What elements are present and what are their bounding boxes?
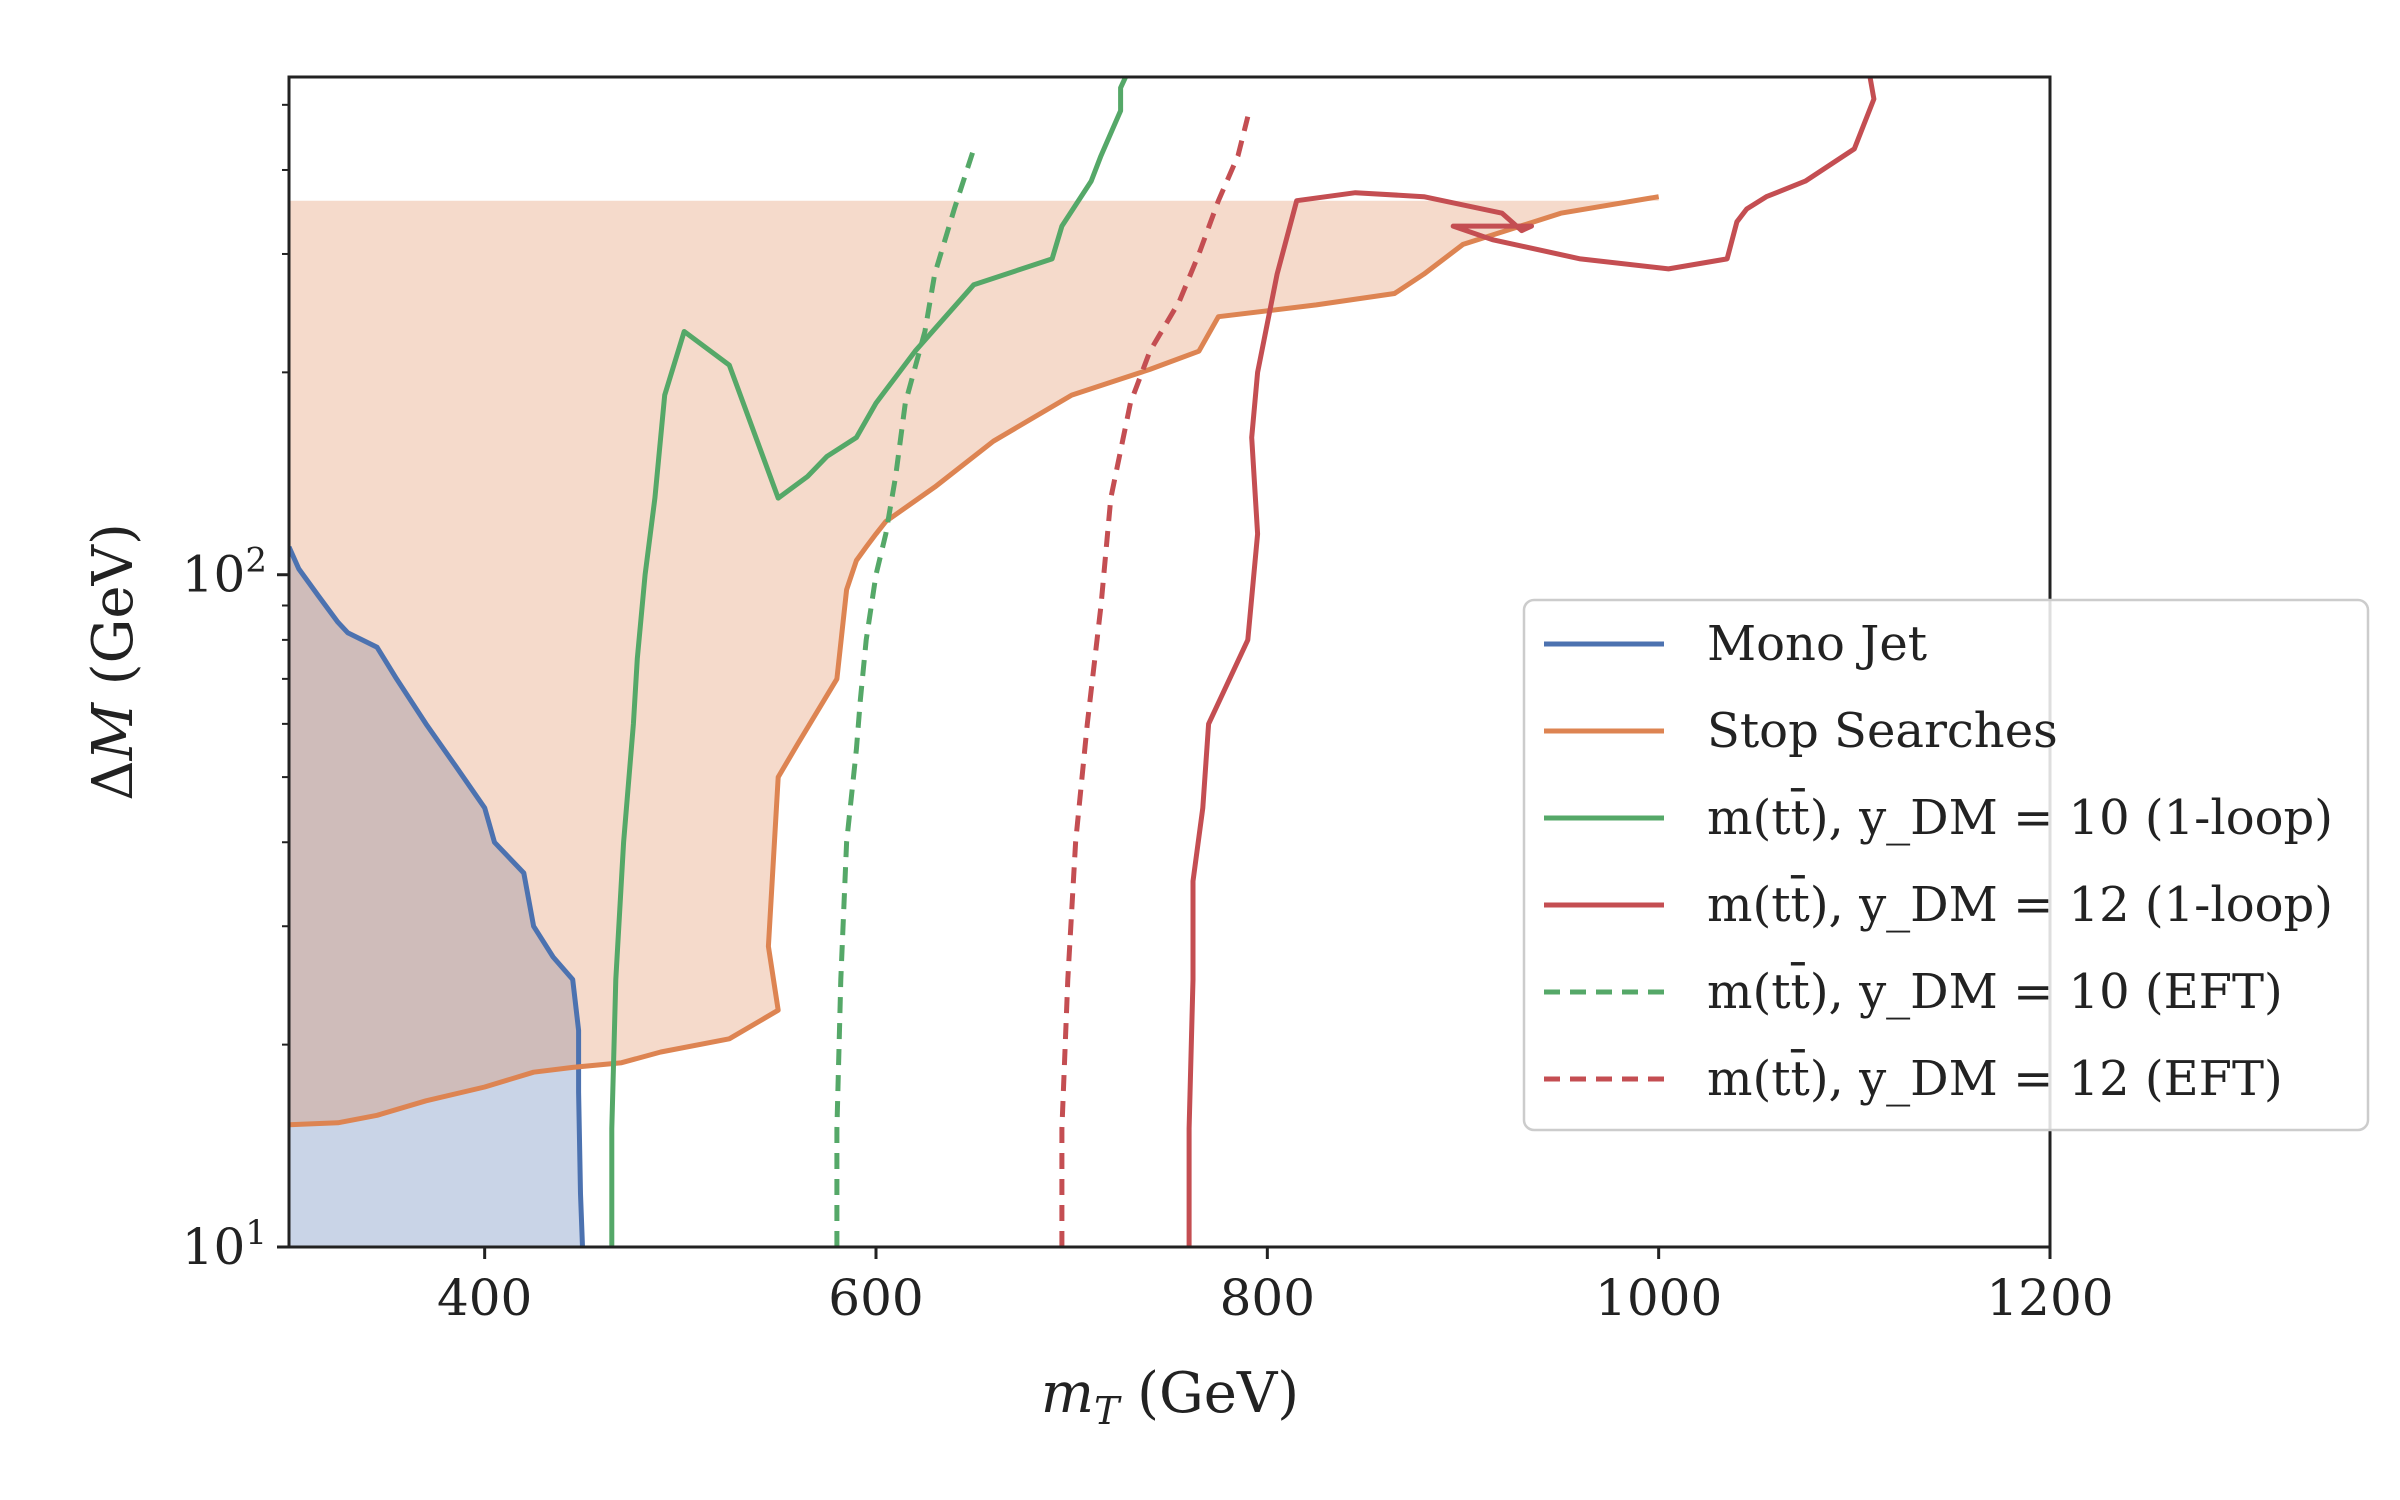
x-tick-label: 800 xyxy=(1220,1269,1315,1327)
x-tick-label: 1000 xyxy=(1595,1269,1722,1327)
legend-label-m-tt-y-dm-10-eft: m(tt̄), y_DM = 10 (EFT) xyxy=(1707,961,2283,1020)
legend-label-m-tt-y-dm-10-1-loop: m(tt̄), y_DM = 10 (1-loop) xyxy=(1707,787,2333,846)
x-tick-label: 1200 xyxy=(1986,1269,2113,1327)
y-tick-label: 102 xyxy=(182,541,267,604)
legend-box xyxy=(1522,598,2370,1132)
legend-label-mono-jet: Mono Jet xyxy=(1707,616,1927,672)
line-m-tt-y-dm-10-1-loop xyxy=(609,77,1129,1247)
x-axis-label: mT (GeV) xyxy=(1041,1361,1299,1433)
line-m-tt-y-dm-10-eft xyxy=(834,148,977,1247)
line-m-tt-y-dm-12-1-loop xyxy=(1186,77,1877,1247)
series-lines xyxy=(289,77,1877,1247)
legend-label-stop-searches: Stop Searches xyxy=(1707,703,2058,759)
x-tick-label: 600 xyxy=(828,1269,923,1327)
y-axis-label: ΔM (GeV) xyxy=(81,523,146,801)
legend-label-m-tt-y-dm-12-eft: m(tt̄), y_DM = 12 (EFT) xyxy=(1707,1048,2283,1107)
legend: Mono Jet Stop Searches m(tt̄), y_DM = 10 (… xyxy=(1522,598,2370,1132)
legend-label-m-tt-y-dm-12-1-loop: m(tt̄), y_DM = 12 (1-loop) xyxy=(1707,874,2333,933)
line-mono-jet xyxy=(289,545,585,1247)
x-tick-label: 400 xyxy=(437,1269,532,1327)
area-mono-jet xyxy=(289,546,583,1247)
area-fills xyxy=(289,196,1659,1247)
area-stop-searches xyxy=(289,196,1659,1125)
axis-ticks xyxy=(277,103,2052,1259)
line-stop-searches xyxy=(289,194,1660,1128)
line-m-tt-y-dm-12-eft xyxy=(1059,116,1251,1247)
axis-tick-labels: 400 600 800 1000 1200 101 102 xyxy=(182,541,2114,1327)
y-tick-label: 101 xyxy=(182,1213,267,1276)
